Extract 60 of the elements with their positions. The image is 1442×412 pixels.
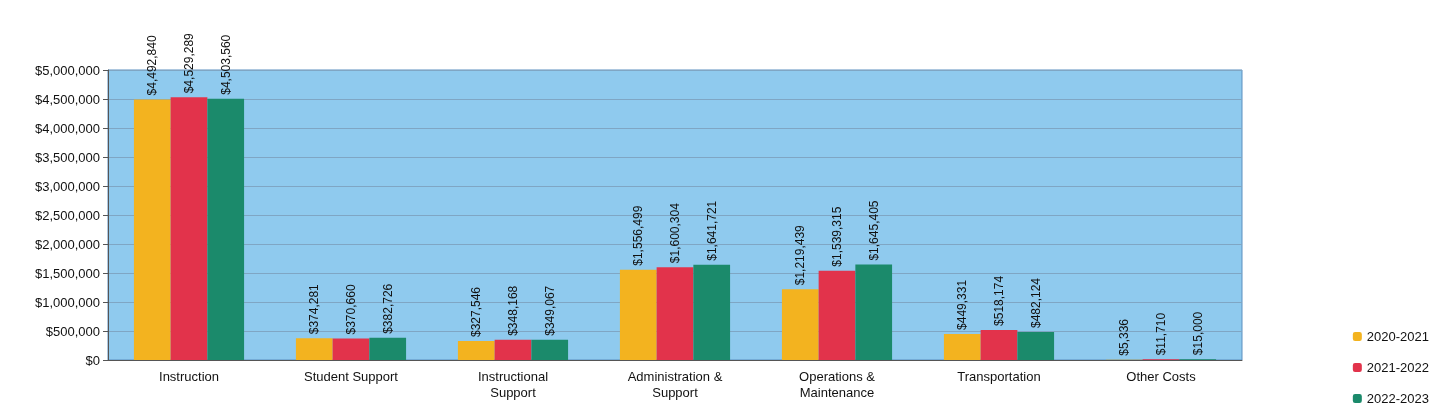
legend-label: 2022-2023 <box>1366 391 1429 406</box>
bar <box>980 329 1018 360</box>
x-tick-label: Instruction <box>159 368 219 384</box>
data-label: $4,529,289 <box>182 32 196 94</box>
y-tick-label: $5,000,000 <box>34 62 100 78</box>
y-tick-label: $4,500,000 <box>34 91 100 107</box>
y-tick-label: $3,500,000 <box>34 149 100 165</box>
bar <box>855 264 893 360</box>
data-label: $5,336 <box>1117 318 1132 356</box>
data-label: $348,168 <box>506 285 520 336</box>
y-tick-label: $1,500,000 <box>34 265 100 281</box>
data-label: $518,174 <box>992 275 1006 326</box>
y-tick-label: $3,000,000 <box>34 178 100 194</box>
y-tick-label: $500,000 <box>45 323 100 339</box>
y-tick-label: $2,000,000 <box>34 236 100 252</box>
bar <box>656 267 694 360</box>
x-tick-label: Instructional Support <box>477 368 549 400</box>
data-label: $1,645,405 <box>866 200 881 261</box>
data-label: $4,503,560 <box>218 34 233 95</box>
bar <box>943 333 981 360</box>
data-label: $382,726 <box>380 283 395 334</box>
data-label: $15,000 <box>1190 311 1205 356</box>
data-label: $374,281 <box>307 283 322 335</box>
bar <box>332 338 370 360</box>
y-tick-label: $0 <box>85 352 100 368</box>
bar <box>457 341 495 360</box>
bar <box>1017 332 1055 360</box>
y-tick-label: $4,000,000 <box>34 120 100 136</box>
x-tick-label: Operations & Maintenance <box>799 368 876 400</box>
y-tick-label: $2,500,000 <box>34 207 100 223</box>
bar <box>781 289 819 360</box>
data-label: $370,660 <box>344 284 358 335</box>
data-label: $4,492,840 <box>145 35 160 96</box>
bar <box>170 97 208 360</box>
data-label: $1,600,304 <box>668 202 682 264</box>
legend-label: 2020-2021 <box>1366 329 1429 344</box>
data-label: $349,067 <box>542 285 557 336</box>
bar <box>619 269 657 360</box>
legend-label: 2021-2022 <box>1366 360 1429 375</box>
x-tick-label: Other Costs <box>1126 368 1197 384</box>
bar <box>818 270 856 360</box>
data-label: $1,219,439 <box>793 224 808 286</box>
bar <box>531 339 569 360</box>
bar <box>295 338 333 360</box>
data-label: $482,124 <box>1028 277 1043 329</box>
x-tick-label: Administration & Support <box>627 368 723 400</box>
y-tick-label: $1,000,000 <box>34 294 100 310</box>
data-label: $449,331 <box>955 279 970 330</box>
data-label: $327,546 <box>469 286 484 337</box>
bar <box>133 99 171 360</box>
data-label: $1,556,499 <box>631 205 646 266</box>
x-tick-label: Student Support <box>304 368 399 384</box>
data-label: $1,539,315 <box>830 206 844 267</box>
bar <box>207 98 245 360</box>
bar <box>494 339 532 360</box>
data-label: $1,641,721 <box>704 200 719 261</box>
x-tick-label: Transportation <box>957 368 1041 384</box>
bar <box>693 264 731 360</box>
bar <box>369 337 407 360</box>
data-label: $11,710 <box>1154 312 1168 356</box>
